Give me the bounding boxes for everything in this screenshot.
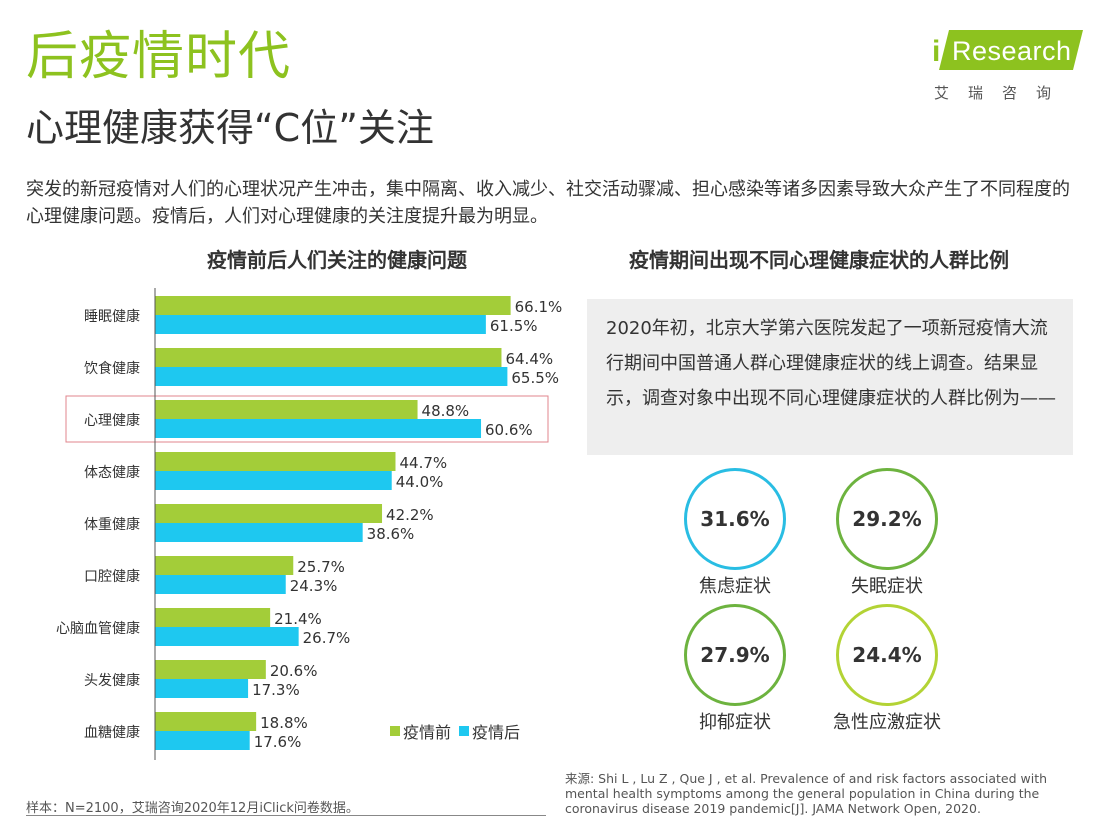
data-label: 60.6% (485, 421, 533, 439)
chart-legend: 疫情前 疫情后 (390, 719, 528, 743)
bar (155, 712, 257, 731)
symptom-circle: 31.6% (684, 468, 786, 570)
bar (155, 315, 486, 334)
bar (155, 627, 299, 646)
bar (155, 419, 482, 438)
bar (155, 400, 418, 419)
bar (155, 575, 286, 594)
description-text: 突发的新冠疫情对人们的心理状况产生冲击，集中隔离、收入减少、社交活动骤减、担心感… (26, 179, 1070, 227)
bar (155, 367, 508, 386)
legend-label-after: 疫情后 (472, 723, 521, 742)
symptom-label: 抑郁症状 (699, 712, 771, 733)
data-label: 65.5% (511, 369, 559, 387)
category-label: 饮食健康 (84, 360, 140, 377)
logo-wordmark: Research (952, 36, 1072, 66)
footer-divider (26, 815, 546, 816)
page-subtitle: 心理健康获得“C位”关注 (26, 106, 434, 150)
symptom-circle: 27.9% (684, 604, 786, 706)
category-label: 体态健康 (84, 464, 140, 481)
data-label: 38.6% (367, 525, 415, 543)
data-label: 61.5% (490, 317, 538, 335)
category-label: 心理健康 (84, 412, 140, 429)
data-label: 17.6% (254, 733, 302, 751)
bar (155, 679, 249, 698)
right-panel-title: 疫情期间出现不同心理健康症状的人群比例 (629, 248, 1009, 272)
data-label: 66.1% (515, 298, 563, 316)
logo-letter-i: i (932, 35, 941, 68)
data-label: 64.4% (505, 350, 553, 368)
legend-label-before: 疫情前 (403, 723, 452, 742)
left-chart-title: 疫情前后人们关注的健康问题 (207, 248, 467, 272)
bar (155, 556, 294, 575)
legend-swatch-before (390, 726, 400, 736)
bar (155, 471, 392, 490)
bar (155, 504, 383, 523)
logo-chinese-name: 艾瑞咨询 (934, 84, 1071, 102)
category-label: 血糖健康 (84, 724, 140, 741)
source-note: 来源: Shi L , Lu Z , Que J , et al. Preval… (565, 771, 1048, 816)
bar (155, 296, 511, 315)
legend-item-after: 疫情后 (459, 719, 520, 743)
data-label: 48.8% (422, 402, 470, 420)
health-concern-bar-chart: 睡眠健康 66.1%61.5% 饮食健康 64.4%65.5% 心理健康 48.8% 60.… (56, 288, 563, 760)
data-label: 24.3% (290, 577, 338, 595)
symptom-circle: 29.2% (836, 468, 938, 570)
bar (155, 523, 363, 542)
data-label: 42.2% (386, 506, 434, 524)
iresearch-logo: i Research 艾瑞咨询 (930, 30, 1083, 102)
category-label: 口腔健康 (84, 568, 140, 585)
bar (155, 608, 271, 627)
data-label: 20.6% (270, 662, 318, 680)
data-label: 44.0% (396, 473, 444, 491)
survey-note-box: 2020年初，北京大学第六医院发起了一项新冠疫情大流行期间中国普通人群心理健康症… (587, 299, 1073, 455)
data-label: 18.8% (260, 714, 308, 732)
data-label: 44.7% (399, 454, 447, 472)
bar (155, 660, 266, 679)
legend-item-before: 疫情前 (390, 719, 451, 743)
symptom-circle: 24.4% (836, 604, 938, 706)
page-title: 后疫情时代 (26, 27, 292, 87)
symptom-label: 失眠症状 (851, 576, 923, 597)
data-label: 17.3% (252, 681, 300, 699)
bar (155, 348, 502, 367)
data-label: 26.7% (303, 629, 351, 647)
category-label: 睡眠健康 (84, 308, 140, 325)
symptom-label: 急性应激症状 (833, 712, 941, 733)
category-label: 心脑血管健康 (56, 620, 140, 637)
highlight-box (65, 395, 549, 443)
category-label: 头发健康 (84, 672, 140, 689)
sample-note: 样本：N=2100，艾瑞咨询2020年12月iClick问卷数据。 (26, 801, 359, 816)
symptom-label: 焦虑症状 (699, 576, 771, 597)
legend-swatch-after (459, 726, 470, 736)
bar (155, 731, 250, 750)
bar (155, 452, 396, 471)
category-label: 体重健康 (84, 516, 140, 533)
data-label: 25.7% (297, 558, 345, 576)
data-label: 21.4% (274, 610, 322, 628)
